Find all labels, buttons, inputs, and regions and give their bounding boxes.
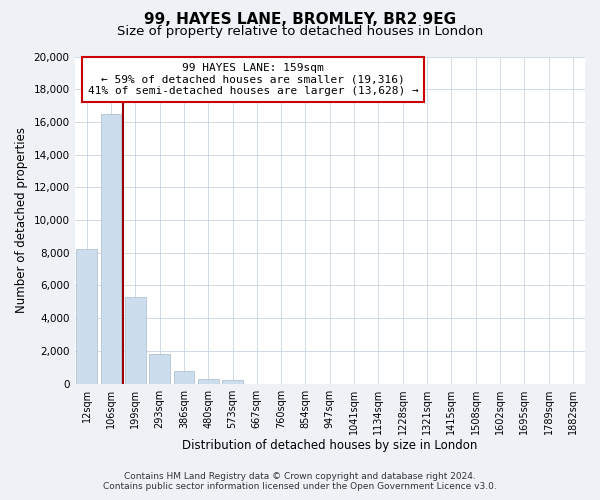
Bar	[76, 250, 97, 384]
Text: Size of property relative to detached houses in London: Size of property relative to detached ho…	[117, 25, 483, 38]
Bar	[149, 354, 170, 384]
Bar	[198, 379, 218, 384]
X-axis label: Distribution of detached houses by size in London: Distribution of detached houses by size …	[182, 440, 478, 452]
Bar	[101, 114, 121, 384]
Bar	[222, 380, 243, 384]
Text: 99, HAYES LANE, BROMLEY, BR2 9EG: 99, HAYES LANE, BROMLEY, BR2 9EG	[144, 12, 456, 28]
Bar	[173, 372, 194, 384]
Text: 99 HAYES LANE: 159sqm
← 59% of detached houses are smaller (19,316)
41% of semi-: 99 HAYES LANE: 159sqm ← 59% of detached …	[88, 63, 419, 96]
Bar	[125, 297, 146, 384]
Y-axis label: Number of detached properties: Number of detached properties	[15, 127, 28, 313]
Text: Contains HM Land Registry data © Crown copyright and database right 2024.
Contai: Contains HM Land Registry data © Crown c…	[103, 472, 497, 491]
